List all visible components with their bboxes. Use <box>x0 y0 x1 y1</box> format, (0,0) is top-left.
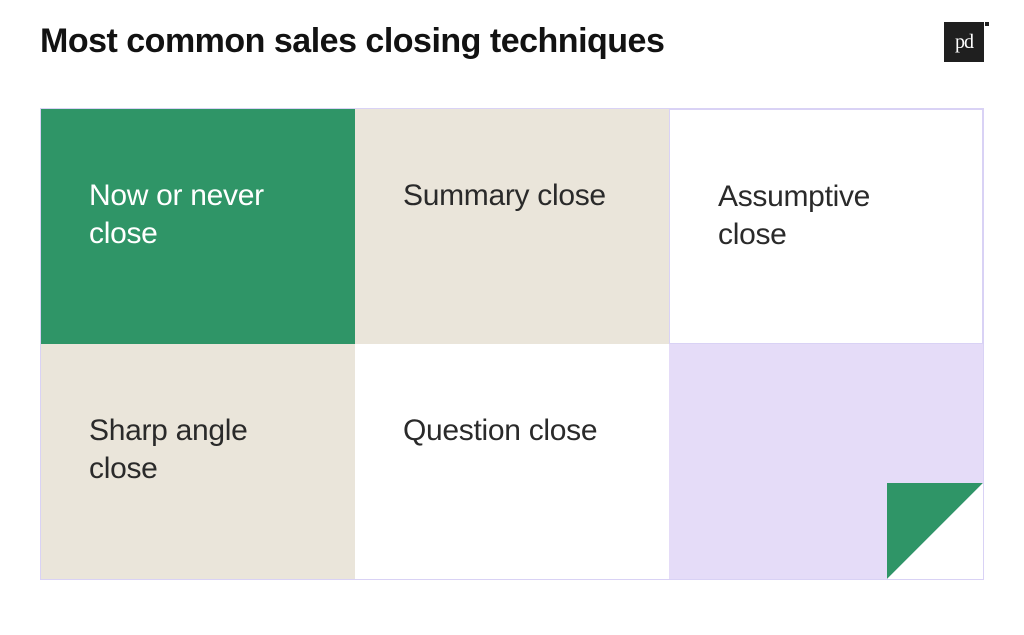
technique-cell: Summary close <box>355 109 669 344</box>
technique-label: Now or never close <box>89 177 319 252</box>
technique-cell <box>669 344 983 579</box>
techniques-grid: Now or never close Summary close Assumptiv… <box>40 108 984 580</box>
page-fold-icon <box>887 483 983 579</box>
page-title: Most common sales closing techniques <box>40 22 664 61</box>
technique-label: Assumptive close <box>718 178 946 253</box>
technique-cell: Sharp angle close <box>41 344 355 579</box>
technique-label: Question close <box>403 412 633 450</box>
brand-logo: pd <box>944 22 984 62</box>
technique-cell: Assumptive close <box>669 109 983 344</box>
brand-logo-text: pd <box>955 31 973 54</box>
technique-cell: Question close <box>355 344 669 579</box>
technique-label: Summary close <box>403 177 633 215</box>
technique-cell: Now or never close <box>41 109 355 344</box>
technique-label: Sharp angle close <box>89 412 319 487</box>
